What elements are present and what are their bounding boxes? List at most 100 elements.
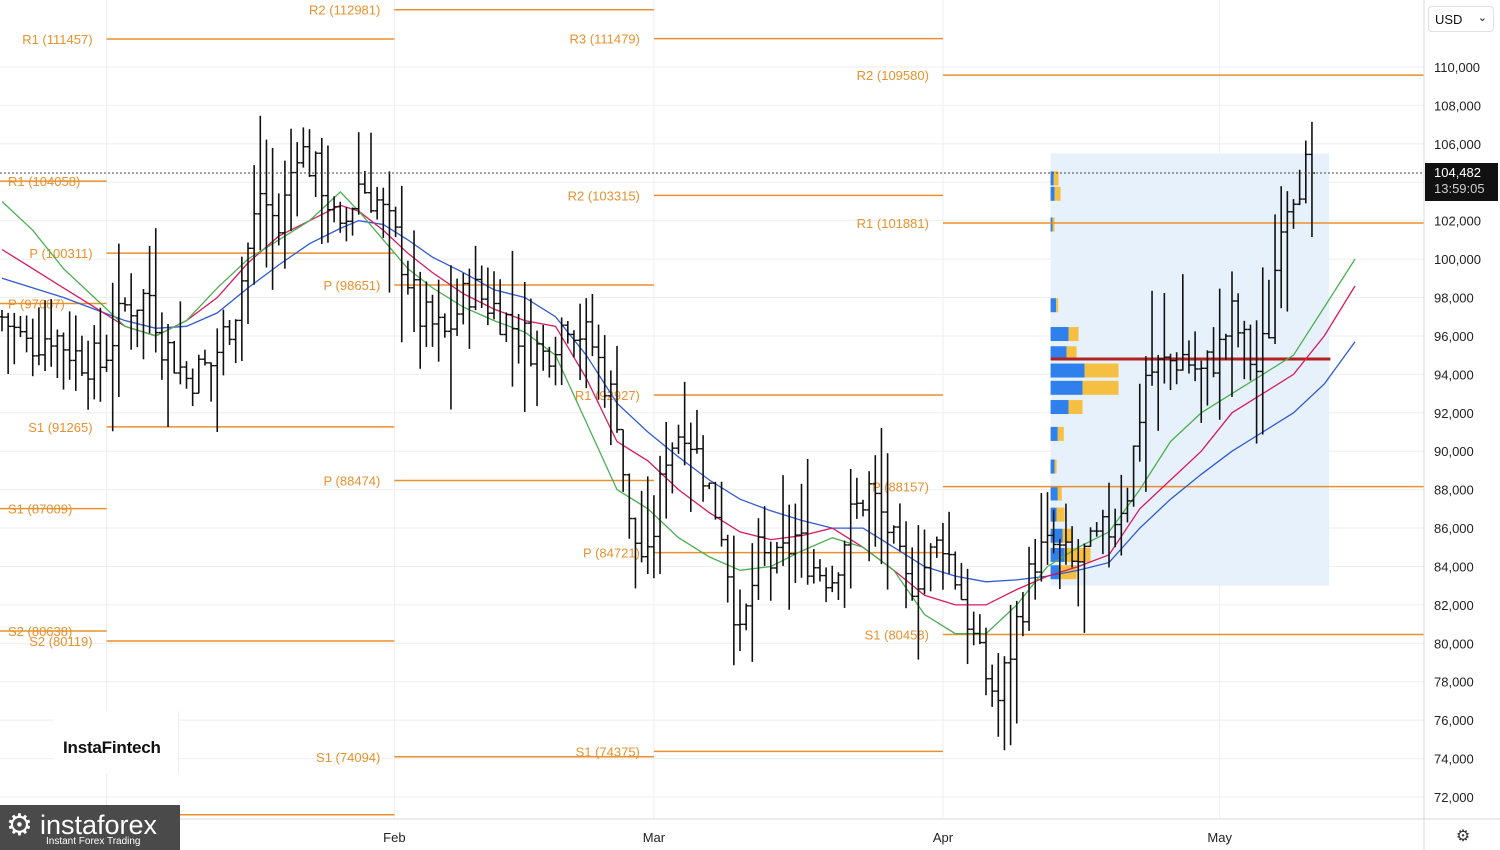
ohlc-bar (441, 313, 448, 338)
profile-row-down (1068, 400, 1083, 415)
x-month-label: Feb (383, 830, 405, 845)
ohlc-bar (294, 142, 301, 217)
ohlc-bar (1050, 509, 1057, 554)
ohlc-bar (521, 282, 528, 413)
ohlc-bar (786, 504, 793, 610)
ohlc-bar (1179, 274, 1186, 371)
ohlc-bar (1216, 288, 1223, 420)
ohlc-bar (681, 381, 688, 466)
ohlc-bar (527, 298, 534, 367)
profile-row-up (1050, 426, 1058, 441)
ohlc-bar (866, 471, 873, 562)
ohlc-bar (534, 330, 541, 407)
y-tick-label: 90,000 (1434, 444, 1474, 459)
pivot-label: R1 (101881) (857, 216, 929, 231)
ohlc-bar (1026, 546, 1033, 631)
y-tick-label: 84,000 (1434, 559, 1474, 574)
profile-row-down (1052, 217, 1055, 232)
profile-row-up (1050, 327, 1069, 342)
ohlc-bar (214, 328, 221, 432)
profile-row-down (1054, 459, 1057, 474)
ohlc-bar (35, 307, 42, 366)
ohlc-bar (42, 300, 49, 371)
ohlc-bar (1081, 543, 1088, 633)
ohlc-bar (614, 345, 620, 433)
y-tick-label: 110,000 (1434, 60, 1480, 75)
ohlc-bar (1093, 522, 1100, 537)
ohlc-bar (140, 288, 147, 360)
ohlc-bar (368, 132, 374, 213)
ohlc-bar (983, 627, 989, 696)
ohlc-bars (0, 115, 1315, 751)
profile-row-down (1084, 363, 1119, 378)
ohlc-bar (1210, 327, 1217, 378)
ohlc-bar (1155, 355, 1162, 431)
ohlc-bar (392, 206, 399, 238)
currency-select[interactable]: USD ⌄ (1428, 6, 1494, 32)
pivot-label: S1 (74375) (576, 744, 640, 759)
gear-icon: ⚙ (1455, 828, 1471, 845)
pivot-label: S1 (91265) (28, 420, 92, 435)
ohlc-bar (404, 260, 411, 295)
ohlc-bar (933, 536, 940, 558)
y-tick-label: 82,000 (1434, 598, 1474, 613)
ohlc-bar (349, 207, 356, 236)
ohlc-bar (1272, 214, 1279, 345)
y-tick-label: 92,000 (1434, 406, 1474, 421)
chart-settings-button[interactable]: ⚙ (1452, 826, 1474, 846)
ohlc-bar (435, 279, 442, 362)
ohlc-bar (1259, 267, 1266, 435)
ohlc-bar (281, 160, 288, 269)
profile-row-down (1057, 426, 1064, 441)
ohlc-bar (896, 503, 903, 552)
ohlc-bar (1247, 324, 1254, 381)
ohlc-bar (17, 315, 24, 338)
ohlc-bar (361, 171, 368, 194)
ohlc-bar (546, 346, 553, 378)
pivot-label: P (98651) (324, 278, 381, 293)
ohlc-bar (595, 324, 602, 400)
ohlc-bar (946, 511, 953, 574)
pivot-label: P (88157) (872, 480, 929, 495)
ohlc-bar (890, 525, 897, 544)
y-tick-label: 96,000 (1434, 329, 1474, 344)
ohlc-bar (23, 315, 30, 353)
ohlc-bar (312, 151, 319, 198)
profile-row-down (1056, 298, 1059, 313)
ohlc-bar (306, 129, 313, 177)
ohlc-bar (269, 147, 276, 290)
ohlc-bar (706, 482, 713, 490)
ohlc-bar (589, 293, 596, 357)
ohlc-bar (189, 368, 196, 407)
ohlc-bar (853, 477, 860, 519)
ohlc-bar (66, 311, 73, 380)
profile-row-down (1066, 346, 1077, 361)
ohlc-bar (718, 481, 725, 547)
y-tick-label: 100,000 (1434, 252, 1481, 267)
ohlc-bar (755, 518, 762, 600)
ohlc-bar (1284, 191, 1291, 312)
ohlc-bar (872, 455, 879, 547)
ohlc-bar (318, 138, 325, 244)
ohlc-bar (1253, 320, 1260, 444)
current-price-tag: 104,482 13:59:05 (1425, 163, 1498, 201)
ohlc-bar (970, 611, 977, 646)
logo-name: instaforex (40, 810, 158, 840)
ohlc-bar (841, 540, 848, 608)
ohlc-bar (0, 310, 5, 332)
ohlc-bar (540, 324, 547, 371)
ohlc-bar (927, 543, 934, 592)
ohlc-bar (1278, 186, 1285, 309)
pivot-label: S1 (74094) (316, 750, 380, 765)
y-tick-label: 74,000 (1434, 752, 1474, 767)
ohlc-bar (632, 517, 639, 589)
ohlc-bar (478, 265, 485, 308)
profile-row-up (1050, 380, 1083, 395)
ohlc-bar (792, 503, 799, 583)
ohlc-bar (454, 278, 461, 337)
ohlc-bar (1173, 352, 1180, 385)
profile-row-up (1050, 171, 1054, 186)
ohlc-bar (657, 455, 664, 575)
ohlc-bar (201, 349, 208, 366)
